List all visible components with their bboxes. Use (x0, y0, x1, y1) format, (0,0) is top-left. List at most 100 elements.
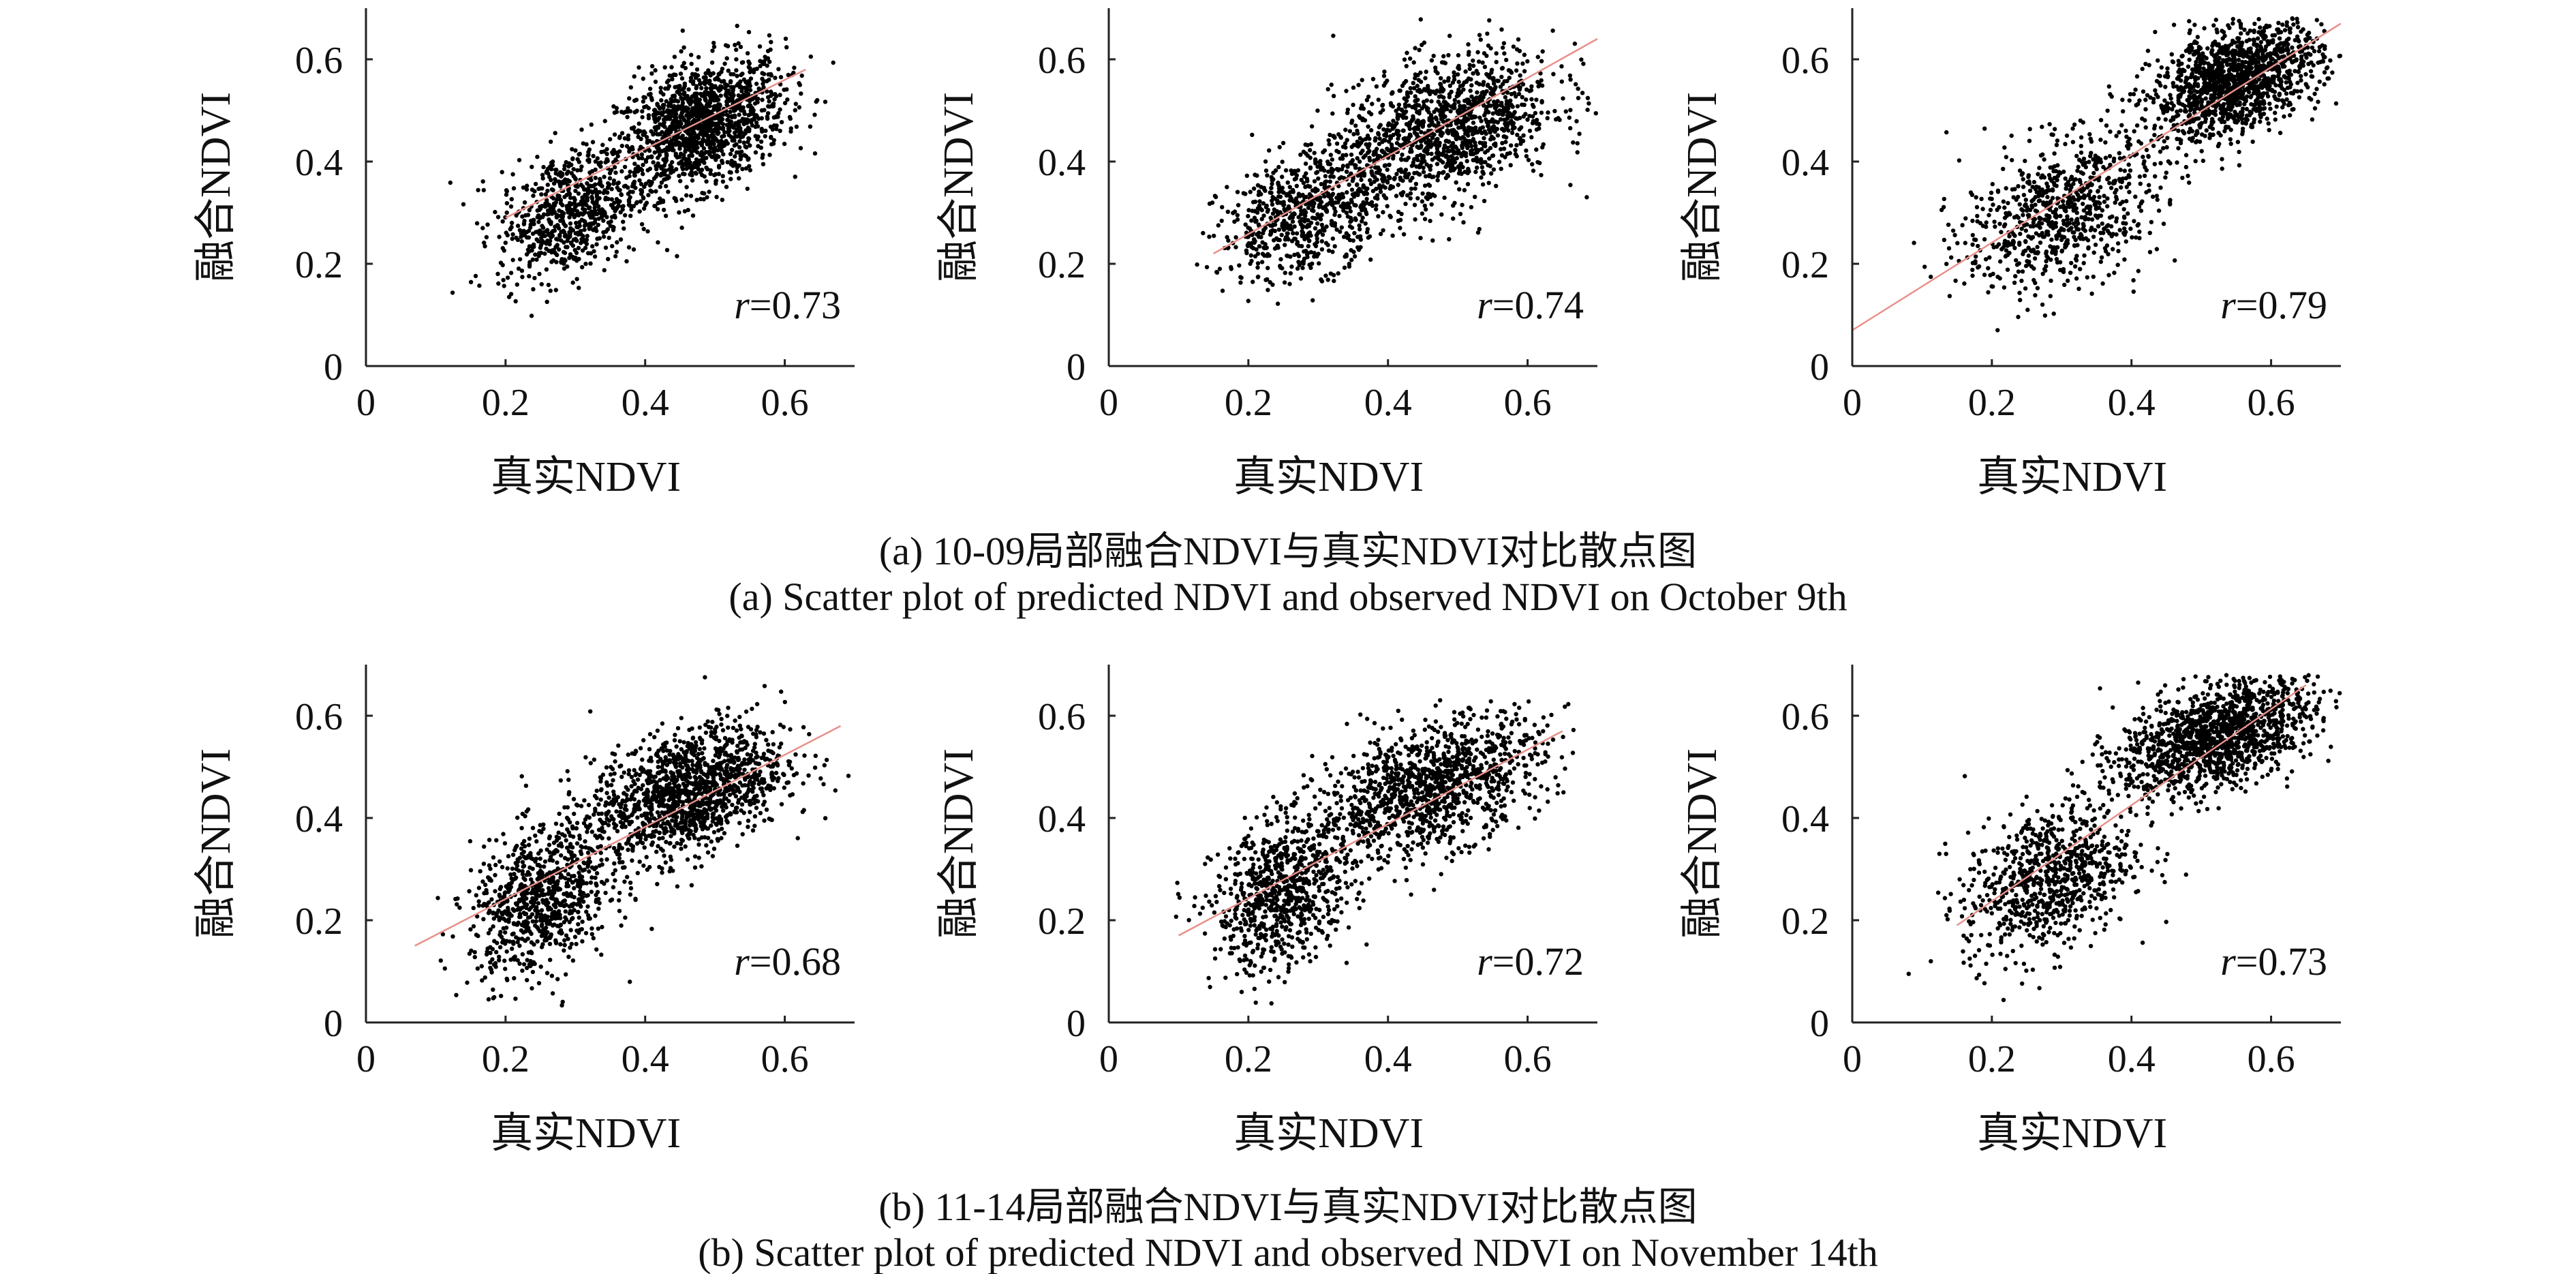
scatter-point (1319, 239, 1325, 244)
scatter-point (1257, 203, 1262, 208)
scatter-point (1391, 132, 1396, 138)
scatter-point (703, 96, 708, 101)
scatter-point (1310, 261, 1315, 266)
scatter-point (746, 91, 751, 97)
scatter-point (598, 211, 604, 216)
scatter-point (656, 240, 660, 245)
scatter-point (1326, 138, 1331, 143)
scatter-point (1330, 157, 1335, 162)
scatter-point (639, 136, 643, 141)
scatter-point (758, 63, 763, 69)
scatter-point (682, 81, 687, 86)
scatter-point (1460, 82, 1465, 88)
scatter-point (589, 211, 594, 215)
scatter-point (2133, 87, 2138, 92)
scatter-point (628, 169, 632, 175)
scatter-point (711, 154, 716, 159)
scatter-point (516, 266, 521, 271)
scatter-point (1512, 91, 1517, 95)
scatter-point (1349, 120, 1354, 125)
scatter-point (762, 108, 767, 112)
scatter-point (579, 228, 583, 234)
scatter-point (1255, 173, 1259, 178)
scatter-point (1225, 209, 1231, 214)
scatter-point (1415, 83, 1420, 89)
scatter-point (1432, 109, 1437, 115)
scatter-point (1219, 218, 1224, 224)
scatter-point (1358, 151, 1364, 155)
scatter-point (2284, 80, 2288, 85)
scatter-point (1457, 187, 1462, 192)
scatter-point (1423, 76, 1428, 80)
scatter-point (737, 112, 741, 117)
scatter-point (611, 104, 616, 109)
scatter-point (1421, 100, 1426, 104)
scatter-point (1452, 77, 1457, 82)
scatter-point (778, 128, 782, 134)
scatter-point (1351, 192, 1356, 198)
scatter-point (1491, 76, 1496, 80)
scatter-point (799, 91, 803, 96)
scatter-point (611, 181, 616, 186)
scatter-point (1495, 133, 1501, 138)
scatter-point (1312, 254, 1317, 259)
scatter-point (504, 188, 509, 193)
x-tick-label: 0.2 (482, 382, 530, 424)
scatter-point (1306, 224, 1312, 228)
scatter-point (1471, 115, 1476, 120)
scatter-point (2295, 25, 2301, 29)
scatter-point (1307, 239, 1312, 243)
scatter-point (2322, 46, 2327, 51)
scatter-point (611, 225, 616, 230)
scatter-point (734, 129, 739, 134)
scatter-point (1437, 94, 1441, 100)
scatter-point (593, 167, 598, 172)
scatter-point (2297, 95, 2302, 100)
scatter-point (1265, 209, 1270, 214)
scatter-point (1396, 209, 1401, 214)
scatter-point (1282, 280, 1287, 285)
scatter-point (1270, 181, 1274, 186)
scatter-point (2250, 139, 2255, 145)
scatter-point (652, 108, 658, 112)
scatter-point (1467, 50, 1471, 55)
scatter-point (724, 185, 729, 189)
scatter-point (540, 239, 545, 243)
scatter-point (1515, 61, 1520, 66)
scatter-point (1551, 72, 1556, 76)
scatter-point (784, 45, 789, 50)
scatter-point (1473, 194, 1477, 199)
scatter-point (686, 87, 691, 92)
scatter-point (1474, 80, 1479, 85)
scatter-point (2237, 163, 2242, 168)
scatter-point (560, 215, 565, 220)
scatter-point (1263, 204, 1269, 209)
scatter-point (1281, 140, 1286, 145)
scatter-point (677, 173, 681, 179)
scatter-point (1385, 78, 1390, 83)
scatter-point (711, 40, 716, 46)
scatter-point (672, 55, 677, 59)
scatter-point (1397, 88, 1402, 93)
scatter-point (2299, 57, 2304, 62)
scatter-point (1446, 76, 1451, 80)
scatter-point (681, 45, 686, 50)
scatter-point (510, 237, 515, 241)
scatter-point (1358, 189, 1364, 194)
scatter-point (1348, 209, 1353, 214)
scatter-point (708, 168, 714, 173)
scatter-point (1491, 89, 1496, 94)
scatter-point (1426, 84, 1430, 89)
scatter-point (1336, 200, 1340, 205)
scatter-point (1529, 135, 1534, 140)
scatter-point (545, 188, 550, 194)
scatter-point (1376, 132, 1381, 136)
scatter-point (1315, 108, 1320, 113)
scatter-point (1404, 157, 1409, 162)
scatter-point (664, 247, 670, 252)
scatter-point (693, 144, 698, 149)
scatter-point (694, 98, 699, 104)
scatter-point (788, 116, 793, 121)
scatter-point (765, 116, 770, 121)
scatter-point (622, 164, 628, 170)
